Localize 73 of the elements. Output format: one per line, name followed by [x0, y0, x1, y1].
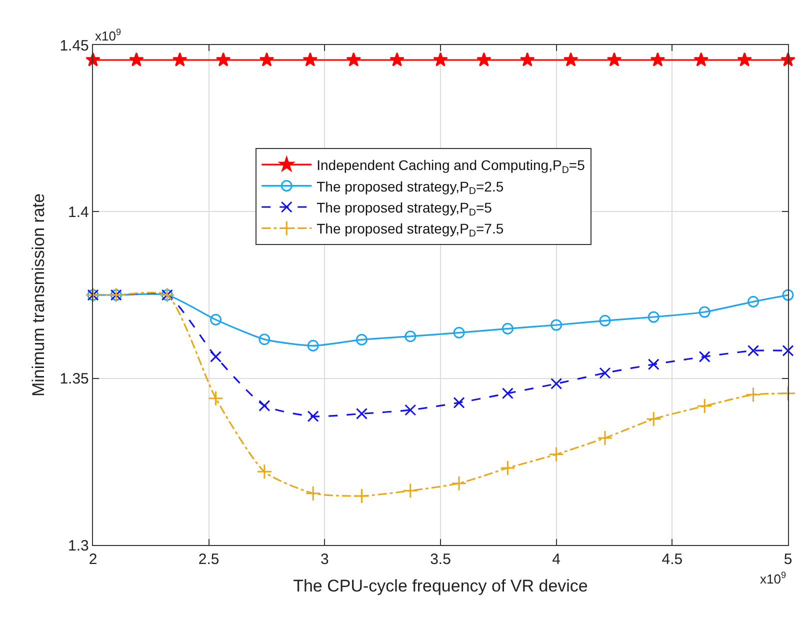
- point: [307, 340, 319, 352]
- point: [346, 52, 362, 66]
- point: [216, 52, 231, 66]
- x-tick-label: 2.5: [198, 551, 220, 568]
- point: [356, 408, 368, 420]
- y-axis-title: Minimum transmission rate: [29, 193, 48, 397]
- point: [404, 404, 416, 416]
- point: [597, 430, 613, 446]
- point: [302, 52, 318, 66]
- point: [502, 388, 514, 400]
- legend-label: The proposed strategy,P$_{D}$=2.5: [316, 178, 504, 198]
- x-tick-label: 5: [784, 551, 792, 568]
- point: [748, 296, 759, 308]
- point: [451, 476, 467, 492]
- point: [258, 400, 270, 412]
- point: [696, 398, 712, 414]
- point: [307, 410, 319, 422]
- point: [453, 326, 465, 338]
- point: [208, 390, 224, 406]
- x-tick-label: 4.5: [662, 551, 683, 568]
- point: [748, 344, 759, 356]
- point: [782, 289, 794, 301]
- point: [402, 482, 418, 498]
- x-tick-label: 4: [552, 551, 560, 568]
- point: [698, 306, 710, 318]
- point: [210, 314, 222, 326]
- point: [737, 52, 752, 66]
- text: x10$^{9}$: [760, 570, 786, 586]
- point: [129, 52, 144, 66]
- y-tick-label: 1.35: [60, 370, 89, 388]
- point: [648, 358, 660, 370]
- y-tick-label: 1.4: [68, 204, 89, 221]
- point: [780, 386, 796, 402]
- x-axis-title: The CPU-cycle frequency of VR device: [293, 576, 588, 596]
- x-tick-label: 3.5: [430, 551, 451, 568]
- point: [550, 378, 562, 390]
- point: [782, 344, 794, 356]
- point: [650, 52, 666, 66]
- point: [548, 446, 564, 462]
- point: [404, 330, 416, 342]
- y-tick-label: 1.45: [60, 37, 89, 54]
- point: [606, 52, 622, 66]
- point: [500, 460, 516, 476]
- point: [694, 52, 709, 66]
- point: [354, 488, 370, 504]
- legend-label: Independent Caching and Computing,P$_{D}$=5: [316, 157, 586, 176]
- legend-label: The proposed strategy,P$_{D}$=7.5: [316, 220, 504, 240]
- text: x10$^{9}$: [95, 27, 122, 44]
- x-tick-label: 3: [320, 551, 329, 568]
- point: [599, 367, 611, 379]
- point: [256, 464, 272, 480]
- point: [356, 334, 368, 346]
- point: [476, 52, 492, 66]
- point: [502, 322, 514, 334]
- point: [599, 314, 611, 326]
- point: [520, 52, 535, 66]
- point: [259, 52, 274, 66]
- point: [172, 52, 188, 66]
- x-tick-label: 2: [88, 551, 98, 568]
- point: [453, 396, 465, 408]
- point: [550, 319, 562, 331]
- point: [210, 350, 222, 362]
- point: [563, 52, 578, 66]
- point: [433, 52, 448, 66]
- point: [305, 486, 321, 502]
- point: [258, 334, 270, 346]
- point: [746, 386, 761, 402]
- point: [648, 311, 660, 323]
- y-tick-label: 1.3: [68, 537, 89, 554]
- point: [390, 52, 404, 66]
- point: [646, 411, 662, 427]
- legend-label: The proposed strategy,P$_{D}$=5: [316, 199, 492, 218]
- point: [698, 350, 710, 362]
